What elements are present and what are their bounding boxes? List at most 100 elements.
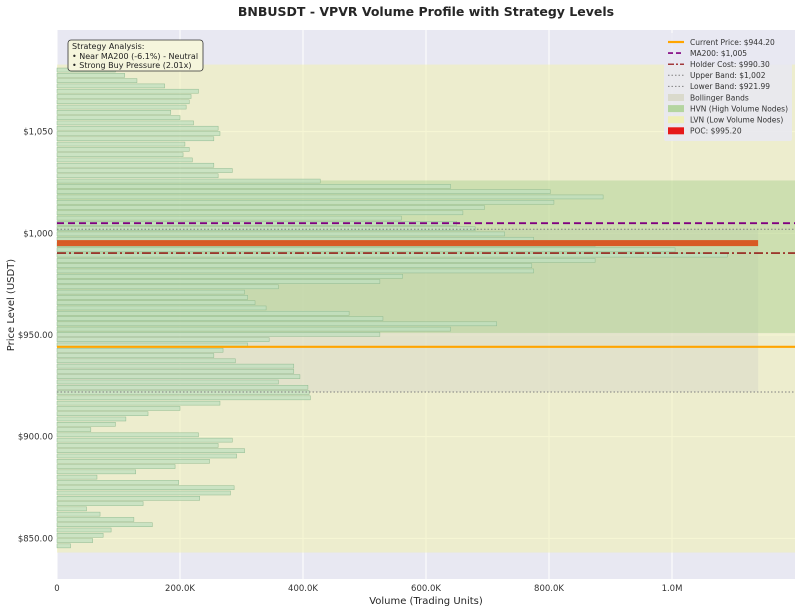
volume-bar xyxy=(56,162,215,168)
volume-bar xyxy=(56,147,190,152)
legend-swatch xyxy=(668,127,684,135)
volume-bar xyxy=(56,527,112,533)
x-tick-label: 600.0K xyxy=(411,584,441,594)
legend-label: Holder Cost: $990.30 xyxy=(690,60,770,69)
y-tick-label: $1,050 xyxy=(23,128,53,138)
volume-bar xyxy=(56,406,181,411)
volume-bar xyxy=(56,432,199,438)
volume-bar xyxy=(56,210,464,216)
volume-bar xyxy=(56,400,221,406)
volume-bar xyxy=(56,337,270,342)
volume-bar xyxy=(56,115,181,120)
volume-bar xyxy=(56,247,676,253)
volume-bar xyxy=(56,263,533,268)
volume-bar xyxy=(56,374,301,379)
volume-bar xyxy=(56,485,235,490)
annotation-title: Strategy Analysis: xyxy=(72,42,144,51)
legend-label: MA200: $1,005 xyxy=(690,49,747,58)
volume-bar xyxy=(56,501,144,506)
legend-label: LVN (Low Volume Nodes) xyxy=(690,116,783,125)
volume-bar xyxy=(56,411,149,416)
volume-bar xyxy=(56,310,350,316)
volume-bar xyxy=(56,448,245,453)
legend-frame xyxy=(664,33,792,141)
y-tick-label: $1,000 xyxy=(23,229,53,239)
volume-bar xyxy=(56,94,192,99)
x-axis-ticks: 0 200.0K 400.0K 600.0K 800.0K 1.0M xyxy=(54,584,682,594)
volume-bar xyxy=(56,533,104,538)
volume-bar xyxy=(56,474,98,480)
volume-bar xyxy=(56,258,596,263)
legend-label: Bollinger Bands xyxy=(690,93,749,102)
legend-swatch xyxy=(668,116,684,124)
volume-bar xyxy=(56,427,92,432)
x-tick-label: 200.0K xyxy=(165,584,195,594)
volume-bar xyxy=(56,152,184,157)
volume-bar xyxy=(56,199,555,205)
volume-bar xyxy=(56,390,310,395)
level-lines xyxy=(57,222,795,393)
volume-bar xyxy=(56,459,210,464)
volume-bar xyxy=(56,490,231,496)
volume-bar xyxy=(56,326,451,332)
volume-bar xyxy=(56,289,245,295)
volume-bar xyxy=(56,506,87,512)
volume-bar xyxy=(56,300,256,305)
volume-bar xyxy=(56,184,451,189)
volume-bar xyxy=(56,321,497,327)
legend-swatch xyxy=(668,105,684,113)
volume-bar xyxy=(56,141,186,147)
volume-bar xyxy=(56,73,125,78)
volume-bar xyxy=(56,422,116,427)
volume-bar xyxy=(56,189,551,194)
volume-bar xyxy=(56,480,180,485)
volume-bar xyxy=(56,538,93,543)
volume-bar xyxy=(56,437,233,443)
volume-bar xyxy=(56,416,127,422)
volume-bar xyxy=(56,464,176,469)
volume-bar xyxy=(56,295,248,300)
volume-bar xyxy=(56,157,193,163)
y-axis-label: Price Level (USDT) xyxy=(6,259,17,352)
y-tick-label: $850.00 xyxy=(18,534,53,544)
legend-label: Upper Band: $1,002 xyxy=(690,71,766,80)
volume-bar xyxy=(56,369,295,374)
poc-layer xyxy=(57,240,759,247)
volume-bar xyxy=(56,353,215,358)
annotation-line: • Near MA200 (-6.1%) - Neutral xyxy=(72,52,198,61)
volume-bar xyxy=(56,78,138,83)
annotation-box xyxy=(67,39,204,72)
legend-swatch xyxy=(668,94,684,101)
volume-bar xyxy=(56,358,236,364)
volume-bar xyxy=(56,88,199,94)
volume-bar xyxy=(56,395,311,401)
y-tick-label: $900.00 xyxy=(18,433,53,443)
volume-bar xyxy=(56,517,135,522)
volume-bar xyxy=(56,131,221,136)
legend-label: Lower Band: $921.99 xyxy=(690,82,770,91)
volume-bar xyxy=(56,226,476,231)
volume-bar xyxy=(56,215,402,221)
strategy-annotation: Strategy Analysis: • Near MA200 (-6.1%) … xyxy=(67,39,204,72)
volume-bar xyxy=(56,205,485,210)
volume-bar xyxy=(56,231,505,237)
volume-bar xyxy=(56,273,403,279)
volume-bar xyxy=(56,110,172,115)
volume-bar xyxy=(56,384,309,390)
volume-bar xyxy=(56,522,153,527)
x-tick-label: 0 xyxy=(54,584,59,594)
volume-bar xyxy=(56,332,381,337)
legend-label: Current Price: $944.20 xyxy=(690,38,775,47)
volume-bar xyxy=(56,305,267,311)
y-axis-ticks: $850.00 $900.00 $950.00 $1,000 $1,050 xyxy=(18,128,53,545)
volume-bar xyxy=(56,443,219,448)
volume-bar xyxy=(56,279,381,284)
volume-bar xyxy=(56,125,219,131)
volume-bar xyxy=(56,453,237,459)
volume-bar xyxy=(56,120,194,126)
chart-title: BNBUSDT - VPVR Volume Profile with Strat… xyxy=(238,4,614,19)
volume-bar xyxy=(56,168,233,173)
legend-label: HVN (High Volume Nodes) xyxy=(690,104,788,113)
volume-bar xyxy=(56,99,190,105)
